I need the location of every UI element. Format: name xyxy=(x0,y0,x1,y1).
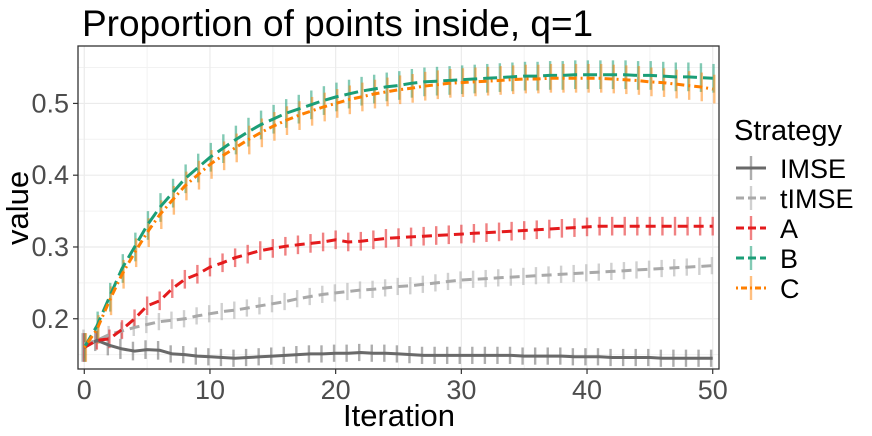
x-tick-label: 40 xyxy=(572,375,602,405)
y-tick-label: 0.4 xyxy=(31,160,69,190)
y-axis-title: value xyxy=(0,171,35,245)
x-tick-label: 10 xyxy=(195,375,225,405)
x-axis-title: Iteration xyxy=(343,398,455,433)
x-tick-label: 30 xyxy=(446,375,476,405)
x-tick-label: 50 xyxy=(698,375,728,405)
y-tick-label: 0.3 xyxy=(31,232,69,262)
series-line-timse xyxy=(83,264,713,346)
series-line-b xyxy=(83,73,713,349)
chart-title: Proportion of points inside, q=1 xyxy=(82,3,593,44)
y-tick-label: 0.2 xyxy=(31,304,69,334)
plot-panel: 0 10 20 30 40 50 0.2 0.3 0.4 0.5 xyxy=(31,45,728,405)
legend-label-b: B xyxy=(780,244,798,274)
legend-title: Strategy xyxy=(734,115,842,147)
series-line-a xyxy=(83,224,713,349)
legend-label-timse: tIMSE xyxy=(780,184,854,214)
plot-border xyxy=(77,45,720,370)
x-tick-label: 20 xyxy=(321,375,351,405)
y-tick-label: 0.5 xyxy=(31,88,69,118)
legend-label-c: C xyxy=(780,274,800,304)
legend-label-a: A xyxy=(780,214,798,244)
x-tick-label: 0 xyxy=(77,375,92,405)
legend-label-imse: IMSE xyxy=(780,154,846,184)
series-line-imse xyxy=(83,338,713,360)
series-line-c xyxy=(83,76,713,349)
